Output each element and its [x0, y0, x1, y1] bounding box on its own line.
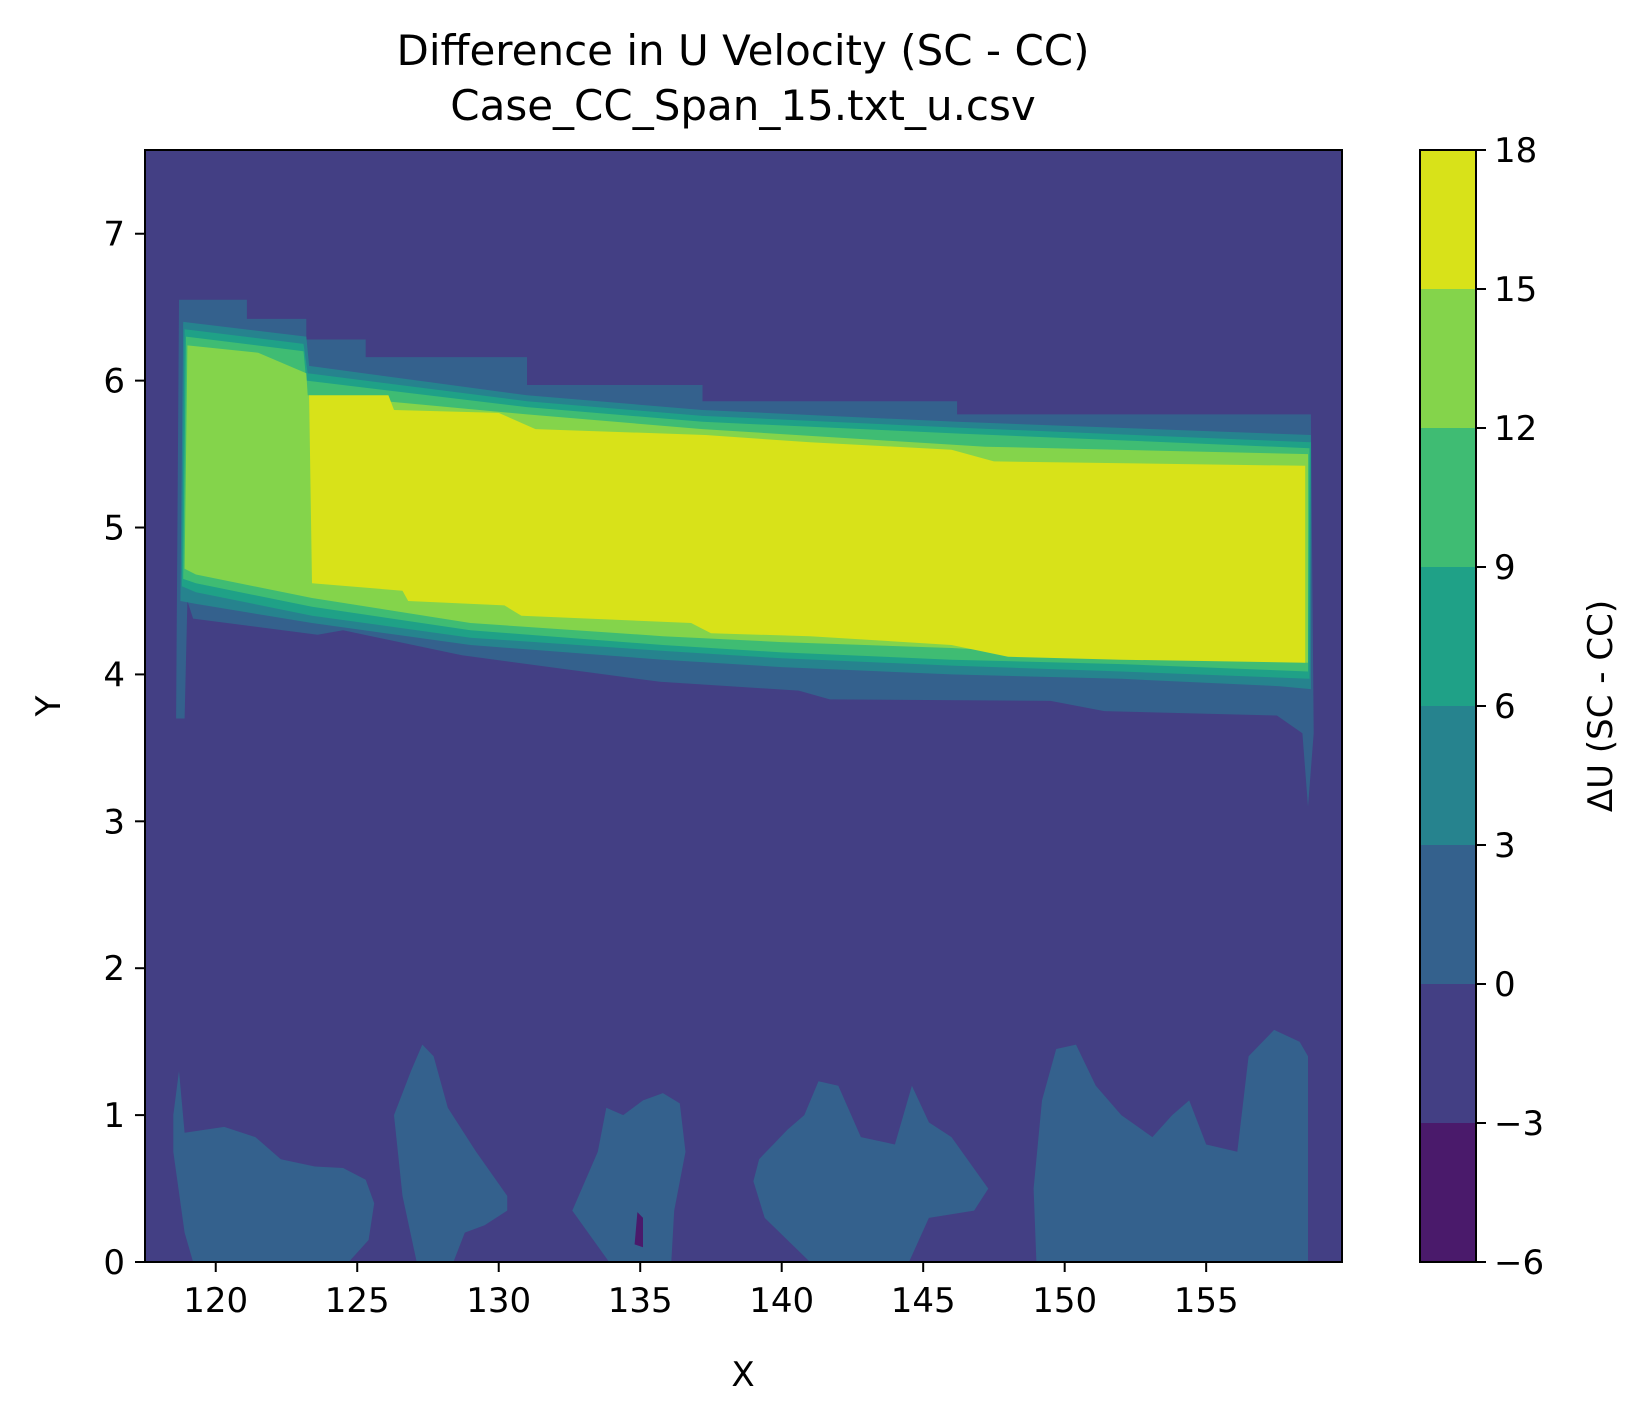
x-tick-label: 130 [466, 1281, 531, 1321]
x-tick-label: 120 [183, 1281, 248, 1321]
contour-region-jet-core-15-18 [309, 395, 1306, 663]
colorbar-tick-label: 12 [1494, 409, 1537, 449]
colorbar-tick-label: 3 [1494, 826, 1516, 866]
colorbar-label: ΔU (SC - CC) [1581, 600, 1621, 812]
colorbar: −6 −3 0 3 6 9 12 15 18 [1420, 131, 1544, 1283]
colorbar-band [1420, 1123, 1476, 1262]
contour-region-bottom-lobe-4 [753, 1081, 989, 1262]
colorbar-tick-label: −6 [1494, 1243, 1544, 1283]
colorbar-tick-label: 0 [1494, 965, 1516, 1005]
y-axis: 0 1 2 3 4 5 6 7 [103, 215, 145, 1283]
colorbar-band [1420, 845, 1476, 984]
colorbar-tick-label: 6 [1494, 687, 1516, 727]
x-tick-label: 150 [1032, 1281, 1097, 1321]
y-tick-label: 0 [103, 1243, 125, 1283]
contour-region-bottom-lobe-3 [572, 1093, 686, 1262]
colorbar-tick-label: 15 [1494, 270, 1537, 310]
colorbar-band [1420, 706, 1476, 845]
colorbar-band [1420, 984, 1476, 1123]
x-axis: 120 125 130 135 140 145 150 155 [183, 1262, 1239, 1321]
y-tick-label: 2 [103, 949, 125, 989]
contour-region-bottom-lobe-5 [1033, 1029, 1308, 1262]
y-tick-label: 1 [103, 1096, 125, 1136]
x-tick-label: 145 [891, 1281, 956, 1321]
y-axis-label: Y [29, 695, 69, 717]
y-tick-label: 5 [103, 509, 125, 549]
colorbar-band [1420, 428, 1476, 567]
colorbar-band [1420, 567, 1476, 706]
y-tick-label: 3 [103, 802, 125, 842]
chart-title: Difference in U Velocity (SC - CC) [397, 26, 1090, 75]
colorbar-tick-label: −3 [1494, 1104, 1544, 1144]
x-tick-label: 125 [325, 1281, 390, 1321]
x-tick-label: 155 [1174, 1281, 1239, 1321]
y-tick-label: 7 [103, 215, 125, 255]
contour-region-bottom-lobe-2 [394, 1044, 508, 1262]
y-tick-label: 4 [103, 655, 125, 695]
contour-region-bottom-lobe-1 [173, 1071, 375, 1262]
x-tick-label: 135 [608, 1281, 673, 1321]
colorbar-tick-label: 18 [1494, 131, 1537, 171]
colorbar-tick-label: 9 [1494, 548, 1516, 588]
colorbar-band [1420, 150, 1476, 289]
contour-regions [173, 299, 1314, 1262]
contour-region-bottom-min-spot [634, 1212, 643, 1248]
colorbar-band [1420, 289, 1476, 428]
y-tick-label: 6 [103, 362, 125, 402]
x-axis-label: X [731, 1355, 754, 1395]
chart-subtitle: Case_CC_Span_15.txt_u.csv [450, 81, 1036, 130]
colorbar-frame [1419, 149, 1477, 1263]
plot-frame [144, 149, 1343, 1263]
x-tick-label: 140 [749, 1281, 814, 1321]
